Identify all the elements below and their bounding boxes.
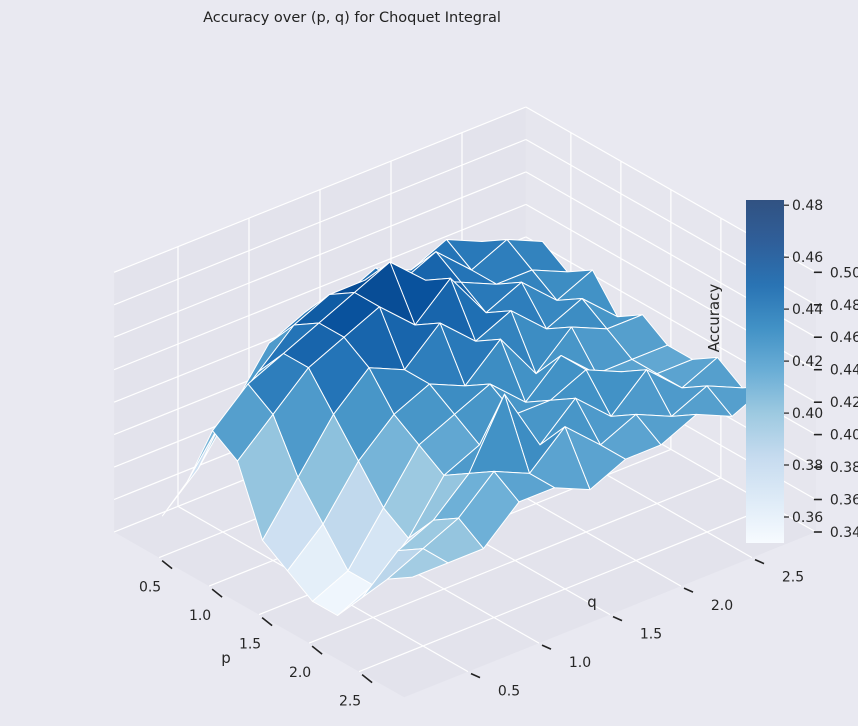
colorbar: [746, 200, 784, 543]
z-tick-label: 0.42: [830, 395, 858, 411]
z-tick-label: 0.46: [830, 330, 858, 346]
tick-mark: [612, 615, 623, 622]
z-tick-label: 0.38: [830, 460, 858, 476]
z-tick-label: 0.48: [830, 298, 858, 314]
colorbar-tick-label: 0.42: [792, 354, 823, 370]
z-tick-label: 0.50: [830, 265, 858, 281]
colorbar-tick-label: 0.40: [792, 406, 823, 422]
tick-mark: [311, 645, 323, 655]
x-tick-label: 2.5: [339, 694, 361, 710]
tick-mark: [211, 588, 223, 598]
colorbar-tick-label: 0.44: [792, 302, 823, 318]
left-gridline: [113, 106, 527, 273]
colorbar-tick-label: 0.46: [792, 250, 823, 266]
z-tick-label: 0.44: [830, 363, 858, 379]
y-tick-label: 2.5: [782, 570, 804, 586]
x-axis-label: p: [221, 649, 231, 667]
chart-title: Accuracy over (p, q) for Choquet Integra…: [203, 10, 501, 26]
surface-face: [387, 548, 449, 580]
z-tick-label: 0.36: [830, 493, 858, 509]
left-gridline: [113, 203, 527, 371]
y-axis-label: q: [587, 593, 597, 611]
z-tick-label: 0.40: [830, 428, 858, 444]
x-tick-label: 1.0: [189, 608, 211, 624]
colorbar-ticks: 0.36 0.38 0.40 0.42 0.44 0.46 0.48: [784, 198, 823, 526]
surface-plot: [162, 239, 768, 616]
tick-mark: [754, 558, 765, 565]
tick-mark: [541, 644, 552, 650]
tick-mark: [361, 673, 373, 684]
z-axis-label: Accuracy: [705, 284, 723, 353]
z-tick-label: 0.34: [830, 525, 858, 541]
colorbar-tick-label: 0.36: [792, 510, 823, 526]
colorbar-tick-label: 0.38: [792, 458, 823, 474]
tick-mark: [261, 616, 273, 627]
left-gridline: [113, 138, 527, 306]
x-tick-label: 0.5: [139, 580, 161, 596]
tick-mark: [470, 672, 481, 679]
left-gridline: [113, 171, 527, 338]
axis-ticks: 0.5 1.0 1.5 2.0 2.5 0.5 1.0 1.5 2.0 2.5 0.34 0.36 0.…: [139, 265, 858, 709]
colorbar-tick-label: 0.48: [792, 198, 823, 214]
y-tick-label: 2.0: [711, 598, 733, 614]
x-tick-label: 1.5: [239, 637, 261, 653]
y-tick-label: 1.0: [569, 655, 591, 671]
y-tick-label: 1.5: [640, 627, 662, 643]
tick-mark: [683, 587, 694, 593]
x-tick-label: 2.0: [289, 665, 311, 681]
tick-mark: [161, 559, 173, 570]
y-tick-label: 0.5: [498, 684, 520, 700]
